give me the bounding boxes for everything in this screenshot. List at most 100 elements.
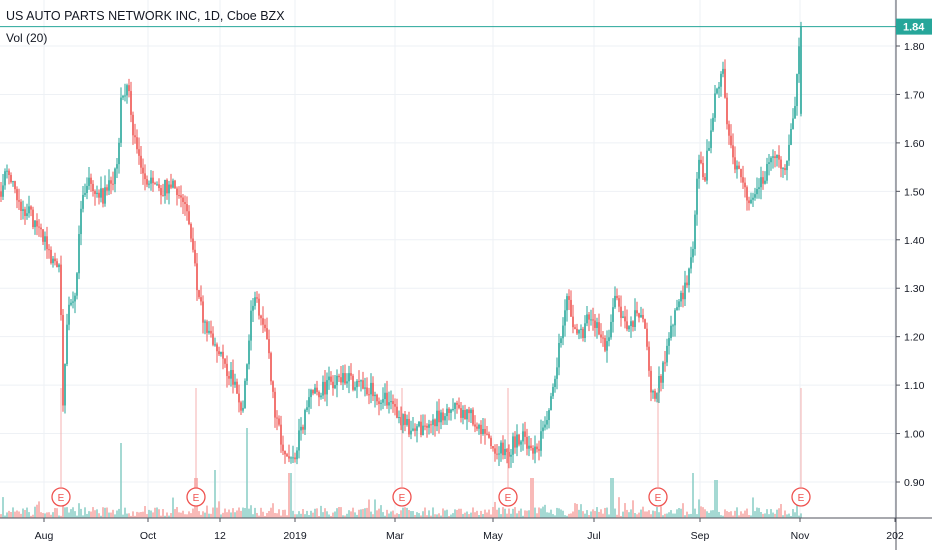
volume-bar: [168, 515, 170, 518]
volume-bar: [8, 510, 10, 518]
volume-bar: [522, 515, 524, 518]
volume-bar: [250, 505, 252, 518]
volume-bar: [312, 512, 314, 518]
volume-bar: [646, 511, 648, 518]
candle-body: [610, 321, 612, 338]
candle-body: [86, 185, 88, 194]
candle-body: [128, 85, 130, 92]
candle-body: [146, 179, 148, 185]
candle-body: [588, 314, 590, 320]
volume-bar: [48, 512, 50, 518]
candle-body: [510, 454, 512, 457]
earnings-marker[interactable]: [51, 487, 71, 507]
volume-bar: [708, 512, 710, 518]
candle-body: [68, 304, 70, 325]
earnings-marker[interactable]: [648, 487, 668, 507]
candle-body: [694, 214, 696, 250]
candle-body: [80, 208, 82, 235]
volume-bar: [572, 511, 574, 518]
candle-body: [328, 376, 330, 381]
candle-body: [650, 370, 652, 393]
candle-body: [258, 298, 260, 316]
volume-bar: [760, 512, 762, 518]
candle-body: [50, 249, 52, 264]
volume-bar: [316, 508, 318, 518]
candle-body: [774, 156, 776, 159]
volume-bar: [770, 509, 772, 518]
candle-body: [316, 387, 318, 392]
volume-bar: [352, 507, 354, 518]
volume-bar: [38, 501, 40, 518]
volume-bar: [74, 511, 76, 518]
candle-body: [362, 380, 364, 389]
volume-bar: [460, 508, 462, 518]
candle-body: [144, 173, 146, 180]
candle-body: [792, 118, 794, 130]
volume-bar: [764, 513, 766, 518]
volume-bar: [278, 509, 280, 518]
candle-body: [654, 390, 656, 399]
volume-bar: [516, 513, 518, 518]
volume-bar: [138, 512, 140, 518]
volume-bar: [240, 510, 242, 518]
candle-body: [720, 73, 722, 87]
candle-body: [360, 380, 362, 382]
volume-bar: [82, 515, 84, 518]
volume-bar: [68, 512, 70, 518]
volume-bar: [154, 507, 156, 518]
price-axis[interactable]: 1.80 1.70 1.60 1.50 1.40 1.30 1.20 1.10 1.00 0.90: [896, 41, 925, 489]
candle-body: [766, 163, 768, 181]
earnings-marker[interactable]: [791, 487, 811, 507]
candle-body: [266, 328, 268, 340]
volume-bar: [264, 515, 266, 518]
volume-bar: [350, 511, 352, 518]
volume-bar: [670, 510, 672, 518]
volume-bar: [766, 509, 768, 518]
candle-body: [10, 174, 12, 183]
candle-body: [262, 318, 264, 325]
time-axis[interactable]: Aug Oct 12 2019 Mar May Jul Sep Nov 202: [35, 518, 904, 542]
candlesticks: [0, 21, 802, 469]
volume-bar: [628, 512, 630, 518]
earnings-marker[interactable]: [392, 487, 412, 507]
earnings-marker[interactable]: [186, 487, 206, 507]
volume-bar: [398, 514, 400, 518]
candle-body: [318, 391, 320, 398]
candle-body: [164, 179, 166, 196]
volume-bar: [666, 513, 668, 518]
candle-body: [214, 344, 216, 346]
candle-body: [484, 429, 486, 434]
earnings-marker-label: E: [655, 493, 662, 504]
earnings-marker[interactable]: [498, 487, 518, 507]
volume-bar: [180, 512, 182, 518]
candle-body: [568, 296, 570, 300]
volume-bar: [692, 473, 694, 518]
volume-bar: [702, 507, 704, 518]
volume-bar: [718, 511, 720, 518]
volume-bar: [72, 507, 74, 518]
candle-body: [288, 456, 290, 459]
candle-body: [680, 292, 682, 302]
candle-body: [120, 97, 122, 143]
candle-body: [760, 177, 762, 188]
candle-body: [758, 187, 760, 190]
candle-body: [396, 406, 398, 418]
candle-body: [572, 316, 574, 328]
candle-body: [326, 380, 328, 395]
candle-body: [608, 337, 610, 342]
candle-body: [278, 418, 280, 425]
candle-body: [676, 307, 678, 311]
candle-body: [420, 421, 422, 436]
candle-body: [478, 424, 480, 429]
volume-bar: [434, 514, 436, 518]
candle-body: [42, 229, 44, 242]
volume-bar: [622, 511, 624, 518]
candle-body: [156, 184, 158, 186]
volume-bar: [594, 511, 596, 518]
volume-bar: [52, 512, 54, 518]
volume-bar: [532, 478, 534, 518]
volume-indicator-label[interactable]: Vol (20): [6, 31, 48, 45]
candle-body: [536, 446, 538, 450]
